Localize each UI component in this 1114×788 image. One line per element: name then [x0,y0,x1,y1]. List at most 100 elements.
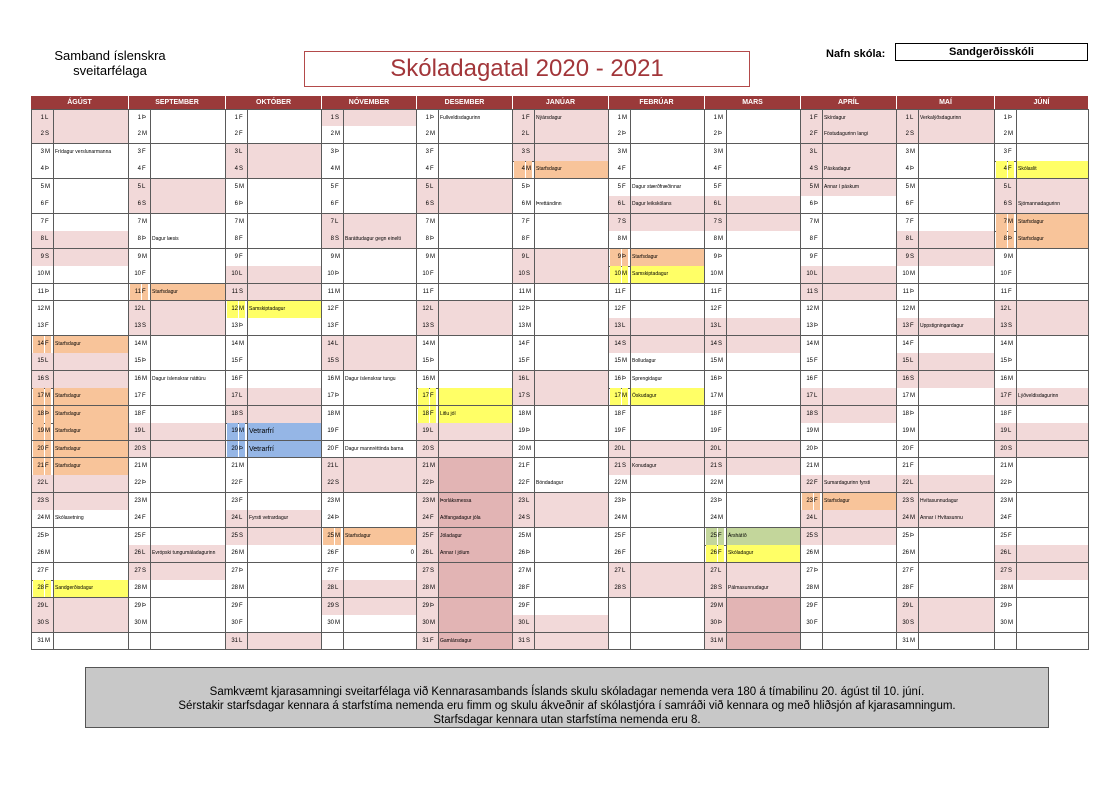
day-event [53,318,128,336]
day-number: 17 [33,388,44,406]
day-event [918,580,994,598]
day-event: Páskadagur [822,161,896,179]
day-event: Annar í páskum [822,178,896,196]
day-cell: 16 M Dagur íslenskrar náttúru [129,370,226,389]
weekday-letter: Þ [142,115,147,121]
day-cell: 31 M [897,632,995,651]
day-event [822,423,896,441]
weekday-letter: Þ [430,236,435,243]
footnote-line-1: Samkvæmt kjarasamningi sveitarfélaga við… [209,686,925,698]
day-event [918,248,994,266]
weekday-letter: Þ [814,445,819,452]
weekday-letter: M [910,305,915,312]
day-event [534,562,608,580]
weekday-letter: L [1008,183,1012,190]
day-cell: 26 M [226,545,322,564]
day-event [150,405,225,423]
weekday-letter: F [622,288,626,295]
day-cell: 23 M [129,492,226,511]
day-number: 25 [806,532,813,539]
weekday-letter: S [718,340,723,347]
day-event [247,370,321,388]
day-event: Fullveldisdagurinn [438,110,512,126]
day-event [822,580,896,598]
day-cell: 3 M Frídagur verslunarmanna [31,143,129,162]
weekday-letter: F [910,463,914,469]
day-cell: 11 Þ [897,283,995,302]
day-number: 7 [425,218,429,225]
weekday-letter: L [142,550,146,557]
day-event [726,213,800,231]
day-event [534,632,608,650]
day-number: 6 [137,201,141,208]
day-event [534,126,608,144]
day-number: 22 [806,480,813,487]
day-number: 28 [134,585,141,592]
day-number: 17 [610,388,621,406]
day-number: 14 [614,340,621,347]
day-number: 2 [234,131,238,138]
day-number: 15 [710,358,717,365]
day-cell: 20 S [417,440,513,459]
weekday-letter: Þ [718,253,723,260]
day-event [918,196,994,214]
day-number: 7 [996,213,1007,231]
day-cell: 8 S Baráttudagur gegn einelti [322,231,417,250]
weekday-letter: M [430,620,435,627]
day-number: 10 [134,271,141,278]
day-number: 6 [617,201,621,208]
weekday-letter: L [142,183,146,190]
weekday-letter: F [335,305,339,312]
day-event [918,266,994,283]
day-number: 8 [809,236,813,243]
day-cell: 14 M [129,335,226,354]
day-number: 10 [610,266,621,283]
day-cell: 11 S [226,283,322,302]
weekday-letter: F [622,550,626,557]
day-cell: 22 M [705,475,801,494]
day-event [150,196,225,214]
day-event [726,597,800,615]
day-cell: 26 F [609,545,705,564]
day-number: 13 [422,323,429,330]
weekday-letter: F [45,440,51,458]
school-name-field[interactable]: Sandgerðisskóli [895,43,1088,61]
day-event [438,353,512,371]
day-event [247,143,321,161]
day-cell: 10 M [705,266,801,284]
day-number: 6 [809,201,813,208]
day-number: 15 [518,358,525,365]
day-event [247,597,321,615]
day-event [822,231,896,249]
day-cell: 28 M [226,580,322,599]
day-cell: 15 Þ [417,353,513,372]
day-event [918,458,994,475]
weekday-letter: F [142,166,146,173]
weekday-letter: Þ [430,115,435,121]
day-number: 30 [518,620,525,627]
weekday-letter: S [910,375,915,382]
day-cell: 30 M [322,615,417,633]
day-number: 3 [521,148,525,155]
day-number: 14 [806,340,813,347]
day-event [918,562,994,580]
weekday-letter: M [1008,463,1013,469]
day-number: 13 [37,323,44,330]
day-number: 9 [1003,253,1007,260]
day-number: 14 [1000,340,1007,347]
day-number: 11 [327,288,334,295]
day-event [150,423,225,441]
day-event [726,248,800,266]
day-number: 7 [521,218,525,225]
day-event: Þorláksmessa [438,492,512,510]
day-event [534,545,608,563]
day-number: 4 [905,166,909,173]
weekday-letter: M [526,288,531,295]
weekday-letter: M [622,236,627,243]
day-cell: 29 S [322,597,417,616]
day-cell: 20 Þ [801,440,897,459]
day-number: 19 [227,423,238,441]
